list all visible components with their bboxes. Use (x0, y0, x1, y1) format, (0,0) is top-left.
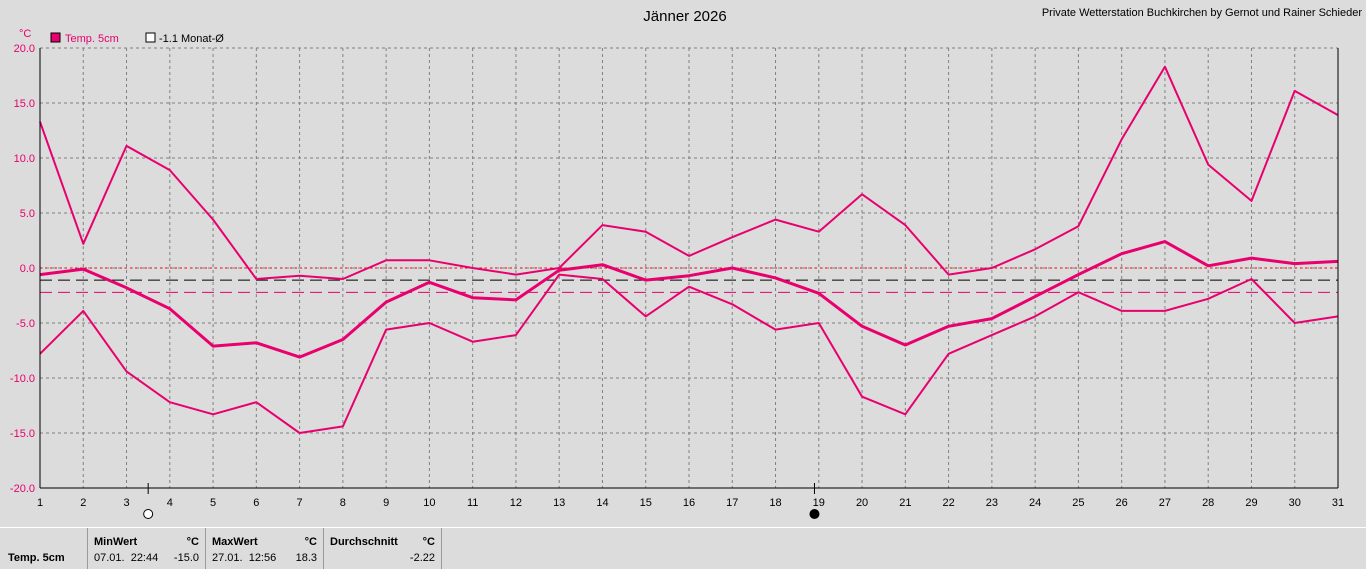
x-tick-label: 14 (596, 497, 608, 509)
y-tick-label: 15.0 (14, 98, 35, 110)
series-line-mean (39, 240, 1339, 359)
legend-avg-swatch (145, 32, 156, 43)
x-tick-label: 24 (1029, 497, 1041, 509)
x-tick-label: 1 (37, 497, 43, 509)
x-tick-label: 3 (123, 497, 129, 509)
x-tick-label: 11 (467, 497, 478, 509)
x-tick-label: 30 (1289, 497, 1301, 509)
x-tick-label: 16 (683, 497, 695, 509)
stats-min-when: 07.01. 22:44 (94, 552, 159, 564)
grid-lines (40, 47, 1338, 488)
stats-min-value: -15.0 (173, 552, 199, 564)
x-tick-label: 20 (856, 497, 868, 509)
stats-row-label-cell: Temp. 5cm (0, 528, 88, 569)
x-tick-label: 31 (1332, 497, 1344, 509)
x-tick-label: 12 (510, 497, 522, 509)
x-tick-label: 4 (167, 497, 173, 509)
series-lines (39, 65, 1339, 434)
x-tick-label: 10 (423, 497, 435, 509)
y-tick-label: -5.0 (16, 318, 35, 330)
x-tick-label: 29 (1245, 497, 1257, 509)
stats-max-when: 27.01. 12:56 (212, 552, 277, 564)
x-tick-label: 2 (80, 497, 86, 509)
legend: Temp. 5cm -1.1 Monat-Ø (50, 32, 224, 45)
x-tick-label: 28 (1202, 497, 1214, 509)
station-credit: Private Wetterstation Buchkirchen by Ger… (1042, 7, 1363, 19)
stats-avg-label: Durchschnitt (330, 536, 398, 548)
x-tick-label: 7 (297, 497, 303, 509)
stats-max-label: MaxWert (212, 536, 258, 548)
x-tick-labels: 1 2 3 4 5 6 7 8 9 10 11 12 13 14 15 16 17 18 19 20 21 22 23 24 2… (37, 497, 1344, 509)
x-tick-label: 13 (553, 497, 565, 509)
x-tick-label: 5 (210, 497, 216, 509)
stats-max-cell: MaxWert °C 27.01. 12:56 18.3 (206, 528, 324, 569)
y-tick-label: 10.0 (14, 153, 35, 165)
chart-title: Jänner 2026 (643, 8, 726, 25)
moon-phase-markers (143, 483, 820, 519)
x-tick-label: 22 (942, 497, 954, 509)
x-tick-label: 8 (340, 497, 346, 509)
y-tick-label: 0.0 (20, 263, 35, 275)
reference-lines (40, 267, 1338, 293)
stats-avg-cell: Durchschnitt °C -2.22 (324, 528, 442, 569)
y-tick-label: 5.0 (20, 208, 35, 220)
y-tick-label: 20.0 (14, 43, 35, 55)
x-tick-label: 18 (769, 497, 781, 509)
stats-min-cell: MinWert °C 07.01. 22:44 -15.0 (88, 528, 206, 569)
x-tick-label: 25 (1072, 497, 1084, 509)
x-tick-label: 17 (726, 497, 738, 509)
stats-avg-value: -2.22 (409, 552, 435, 564)
series-line-max (39, 65, 1339, 280)
y-axis-unit: °C (19, 28, 31, 40)
x-tick-label: 23 (986, 497, 998, 509)
x-tick-label: 9 (383, 497, 389, 509)
legend-series-label: Temp. 5cm (65, 33, 119, 45)
stats-panel: Temp. 5cm MinWert °C 07.01. 22:44 -15.0 … (0, 527, 1366, 569)
stats-min-label: MinWert (94, 536, 138, 548)
stats-min-unit: °C (186, 536, 199, 548)
y-tick-label: -15.0 (10, 428, 35, 440)
new-moon-icon (809, 509, 820, 519)
stats-max-value: 18.3 (295, 552, 317, 564)
x-tick-label: 19 (813, 497, 825, 509)
legend-series-swatch (50, 32, 61, 43)
y-tick-labels: 20.0 15.0 10.0 5.0 0.0 -5.0 -10.0 -15.0 -20.0 (10, 43, 35, 495)
y-tick-label: -20.0 (10, 483, 35, 495)
x-tick-label: 26 (1116, 497, 1128, 509)
stats-max-unit: °C (304, 536, 317, 548)
y-tick-label: -10.0 (10, 373, 35, 385)
x-tick-label: 21 (899, 497, 911, 509)
stats-avg-unit: °C (422, 536, 435, 548)
axes (39, 48, 1339, 489)
series-line-min (39, 273, 1339, 434)
x-tick-label: 15 (640, 497, 652, 509)
x-tick-label: 27 (1159, 497, 1171, 509)
stats-row-label: Temp. 5cm (8, 552, 65, 564)
full-moon-icon (143, 509, 154, 519)
legend-avg-label: -1.1 Monat-Ø (159, 33, 224, 45)
x-tick-label: 6 (253, 497, 259, 509)
